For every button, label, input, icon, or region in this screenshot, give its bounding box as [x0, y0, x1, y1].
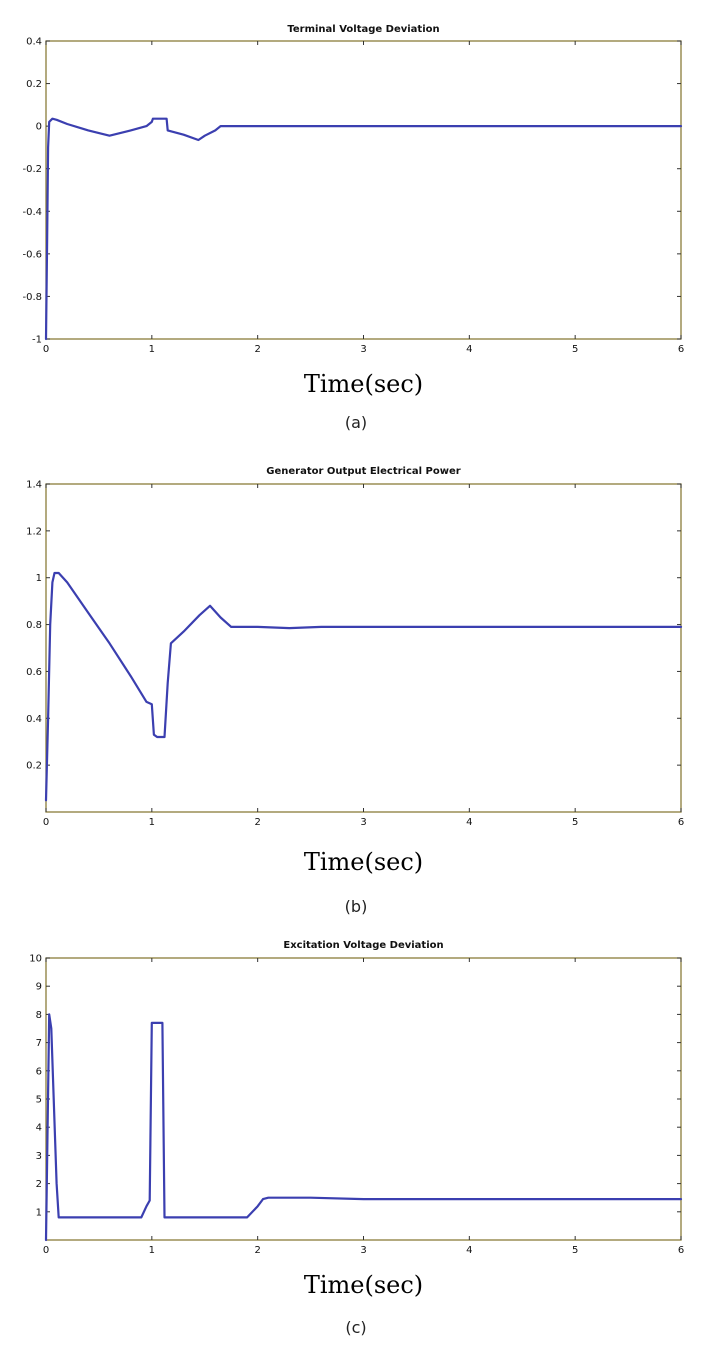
series-line [44, 1013, 683, 1242]
y-tick-label: 0.6 [26, 667, 42, 678]
y-tick-label: 1.2 [26, 526, 42, 537]
chart-title: Excitation Voltage Deviation [283, 940, 443, 951]
y-tick-label: 0.4 [26, 37, 42, 48]
figure-caption: (b) [345, 897, 368, 916]
y-tick-label: 3 [36, 1151, 42, 1162]
chart-panel-0: 0 1 2 3 4 5 6 -1 -0.8 -0.6 -0.4 -0.2 0 0.2 0.4 Terminal… [22, 24, 684, 432]
y-tick-label: 5 [36, 1095, 42, 1106]
y-tick-label: 10 [29, 954, 42, 965]
x-tick-label: 4 [466, 817, 472, 828]
plot-frame [45, 957, 682, 1241]
figure-caption: (c) [345, 1318, 366, 1337]
series-line [44, 117, 683, 341]
x-tick-label: 5 [572, 1245, 578, 1256]
figure-caption: (a) [345, 413, 367, 432]
chart-title: Terminal Voltage Deviation [287, 24, 439, 35]
x-tick-label: 0 [43, 344, 49, 355]
x-tick-label: 3 [360, 817, 366, 828]
chart-panel-2: 0 1 2 3 4 5 6 1 2 3 4 5 6 7 8 9 10 Excitation Voltage Dev… [29, 940, 684, 1337]
x-tick-label: 4 [466, 1245, 472, 1256]
x-tick-label: 6 [678, 1245, 684, 1256]
series-line [44, 571, 683, 802]
x-tick-label: 2 [254, 1245, 260, 1256]
x-tick-label: 5 [572, 344, 578, 355]
y-tick-label: -0.8 [22, 292, 42, 303]
x-tick-label: 0 [43, 1245, 49, 1256]
y-tick-label: -0.2 [22, 164, 42, 175]
chart-panel-1: 0 1 2 3 4 5 6 0.2 0.4 0.6 0.8 1 1.2 1.4 Generator Outp… [26, 466, 684, 916]
y-tick-label: 4 [36, 1123, 42, 1134]
y-tick-label: 1 [36, 573, 42, 584]
y-tick-label: 2 [36, 1179, 42, 1190]
x-tick-label: 6 [678, 817, 684, 828]
x-tick-label: 4 [466, 344, 472, 355]
x-tick-label: 3 [360, 1245, 366, 1256]
x-tick-label: 1 [149, 1245, 155, 1256]
x-tick-label: 6 [678, 344, 684, 355]
x-axis-label: Time(sec) [304, 370, 423, 398]
y-tick-label: 0.2 [26, 761, 42, 772]
x-tick-label: 0 [43, 817, 49, 828]
x-tick-label: 2 [254, 344, 260, 355]
x-axis-label: Time(sec) [304, 1271, 423, 1299]
x-axis-label: Time(sec) [304, 848, 423, 876]
y-tick-label: 8 [36, 1010, 42, 1021]
y-tick-label: 1.4 [26, 480, 42, 491]
x-tick-label: 2 [254, 817, 260, 828]
plot-frame [45, 40, 682, 340]
x-tick-label: 5 [572, 817, 578, 828]
y-tick-label: 0.2 [26, 79, 42, 90]
x-tick-label: 1 [149, 344, 155, 355]
y-tick-label: 9 [36, 982, 42, 993]
y-tick-label: 0.8 [26, 620, 42, 631]
y-tick-label: -0.4 [22, 207, 42, 218]
y-tick-label: 0.4 [26, 714, 42, 725]
y-tick-label: 1 [36, 1207, 42, 1218]
y-tick-label: 0 [36, 122, 42, 133]
y-tick-label: 6 [36, 1066, 42, 1077]
chart-title: Generator Output Electrical Power [266, 466, 460, 477]
y-tick-label: -1 [32, 335, 42, 346]
y-tick-label: 7 [36, 1038, 42, 1049]
x-tick-label: 1 [149, 817, 155, 828]
x-tick-label: 3 [360, 344, 366, 355]
y-tick-label: -0.6 [22, 249, 42, 260]
plot-frame [45, 483, 682, 813]
